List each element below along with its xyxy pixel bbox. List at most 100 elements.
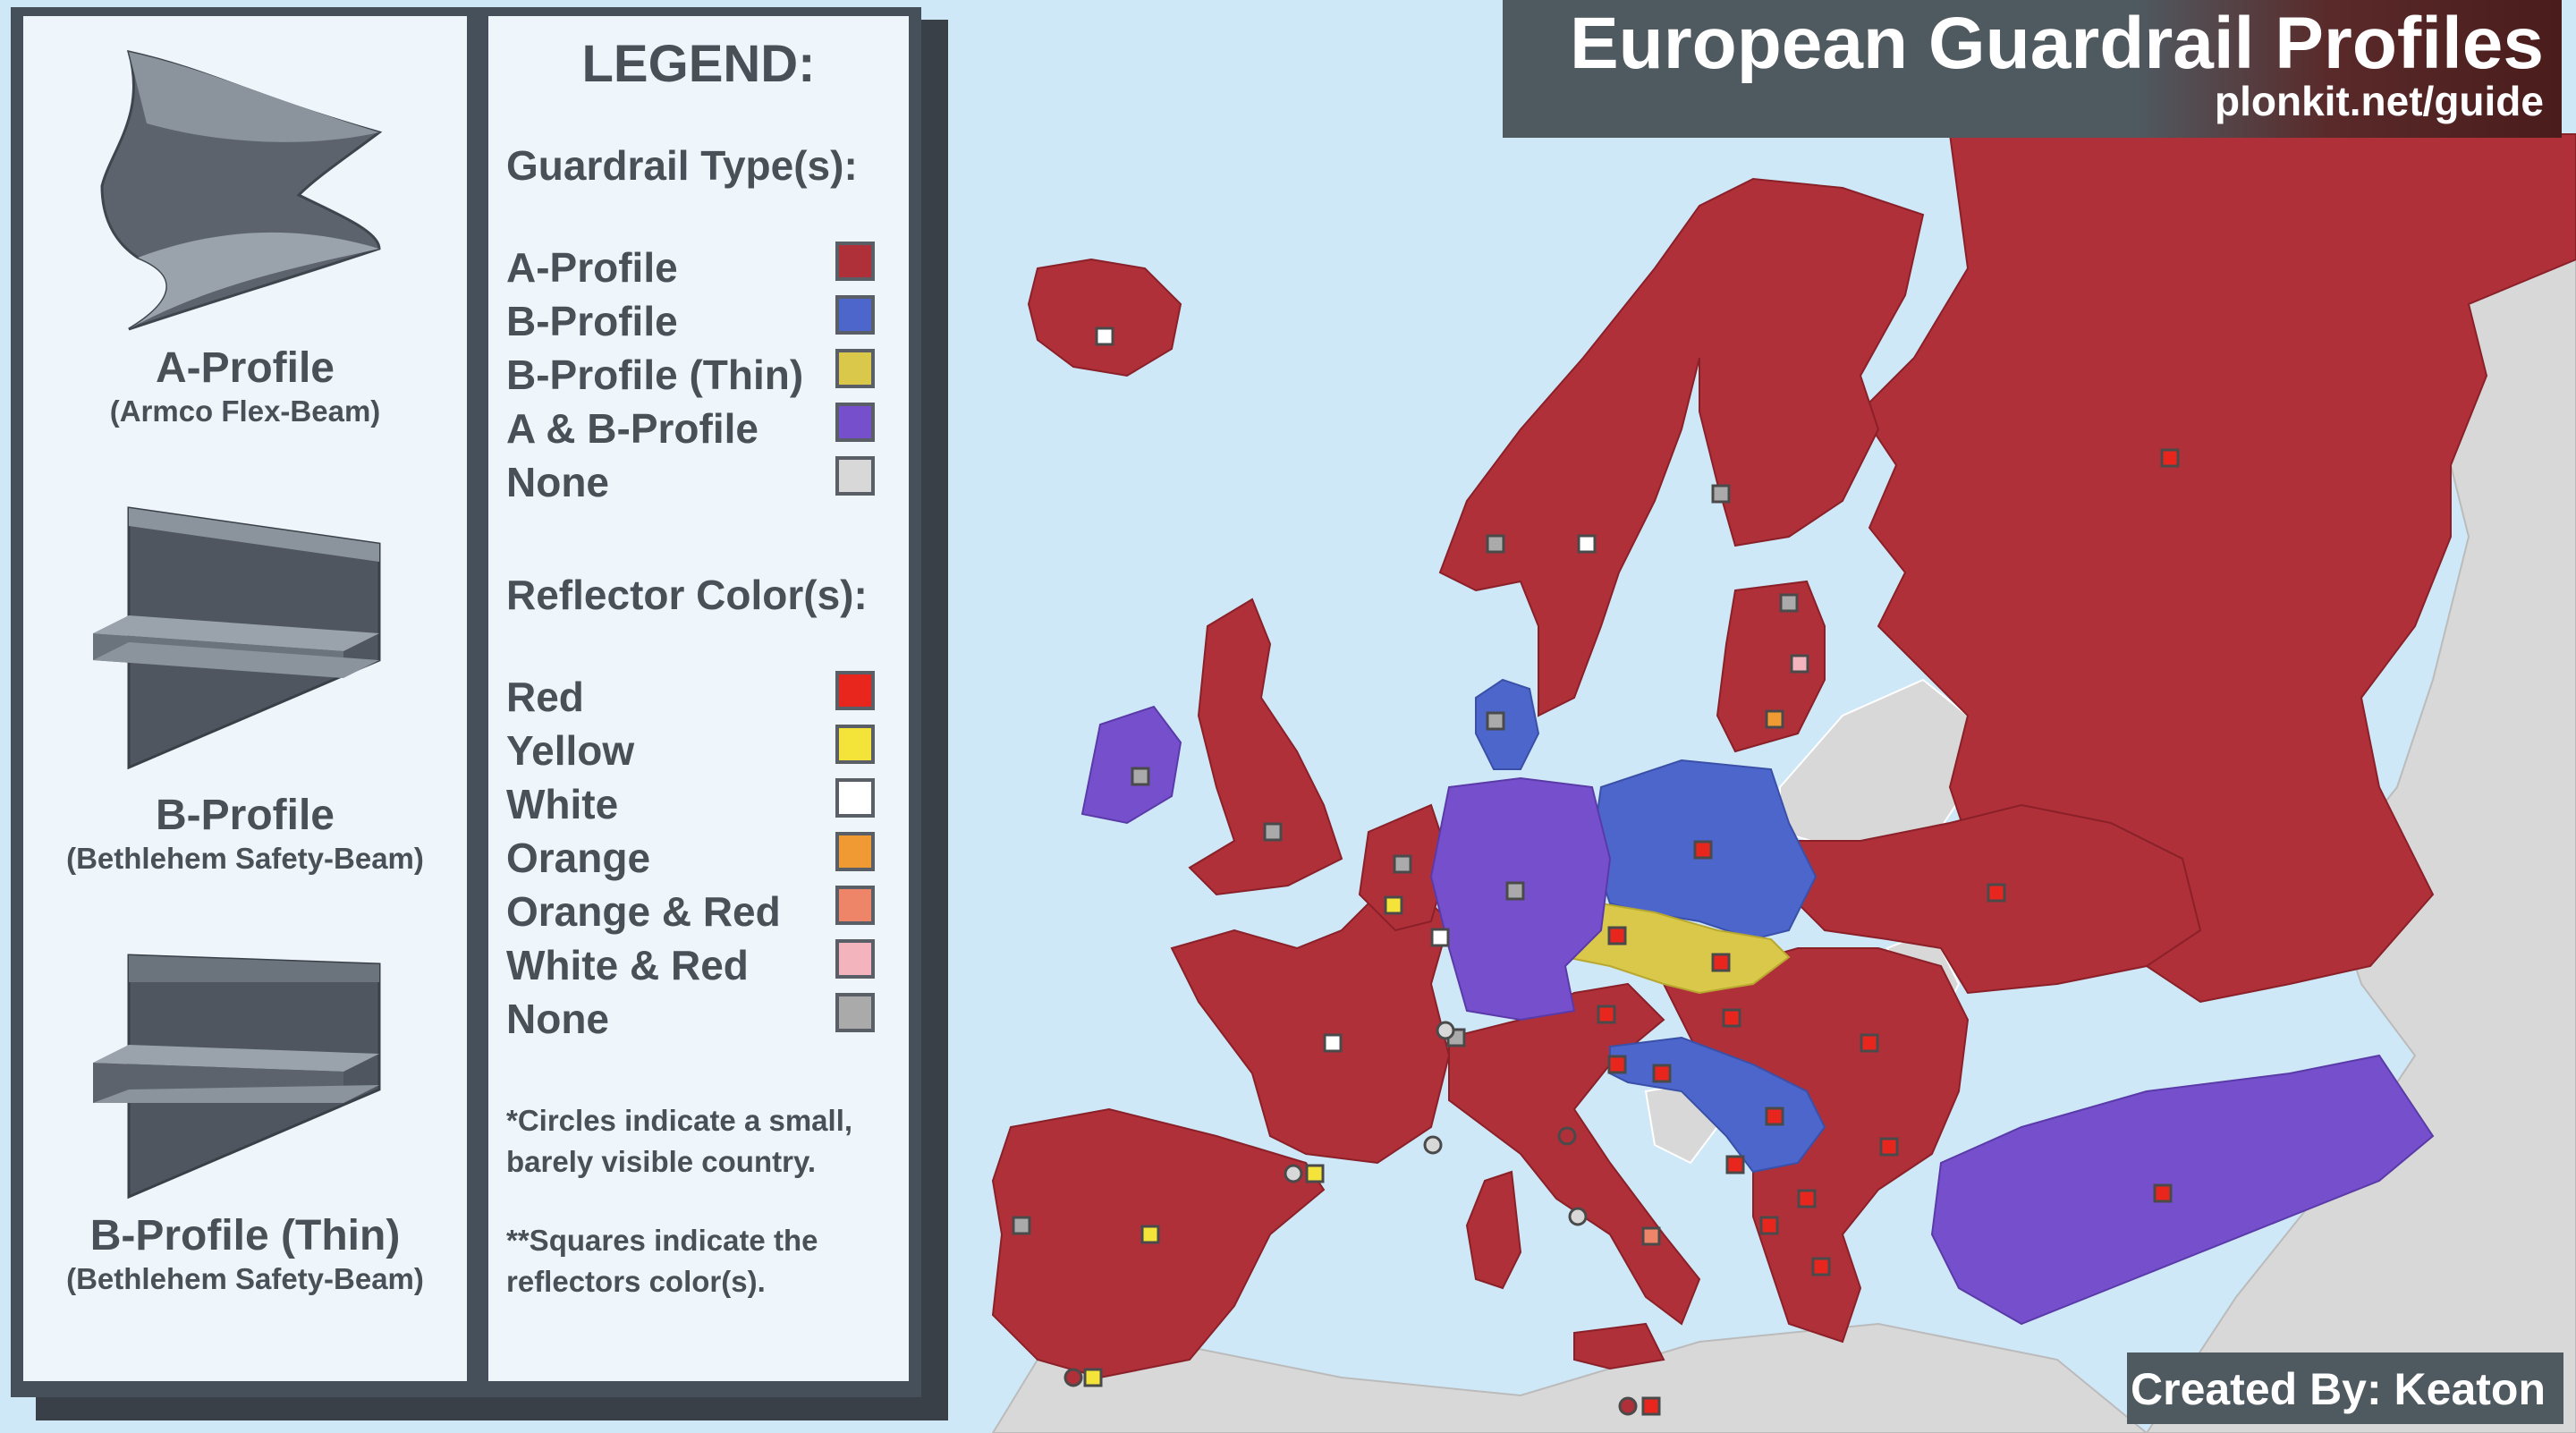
land-czechia-slovakia [1555, 902, 1791, 995]
reflector-marker-malta [1641, 1396, 1661, 1416]
legend-type-swatch [835, 242, 875, 281]
profile-b-name: B-Profile [155, 792, 335, 839]
legend-type-item: None [506, 454, 900, 508]
legend-reflector-label: Orange [506, 835, 651, 881]
legend-type-swatch [835, 456, 875, 496]
land-sicily [1573, 1322, 1665, 1370]
legend-reflector-item: Orange [506, 830, 900, 884]
legend-type-label: B-Profile [506, 298, 678, 344]
reflector-marker-romania [1860, 1033, 1879, 1053]
legend-reflector-swatch [835, 993, 875, 1032]
reflector-marker-netherlands [1393, 854, 1412, 874]
reflector-marker-ukraine [1987, 883, 2006, 903]
land-denmark [1475, 678, 1540, 770]
title-box: European Guardrail Profiles plonkit.net/… [1503, 0, 2562, 138]
reflector-marker-estonia [1779, 593, 1799, 613]
legend-panel: LEGEND: Guardrail Type(s): A-Profile B-Pr… [488, 16, 909, 1381]
land-baltics [1716, 580, 1826, 753]
land-italy-swiss-austria [1448, 982, 1701, 1326]
reflector-marker-latvia [1790, 654, 1809, 674]
reflector-marker-slovenia [1607, 1055, 1627, 1074]
reflector-marker-bulgaria [1879, 1137, 1899, 1157]
small-country-circle [1423, 1135, 1443, 1155]
profile-b-thin: B-Profile (Thin) (Bethlehem Safety-Beam) [23, 946, 467, 1296]
land-sardinia-corsica [1465, 1170, 1522, 1290]
land-france [1170, 884, 1451, 1165]
small-country-circle [1063, 1368, 1083, 1387]
legend-reflector-swatch [835, 671, 875, 710]
b-profile-thin-image [93, 954, 381, 1200]
legend-reflector-item: White & Red [506, 937, 900, 991]
legend-title: LEGEND: [581, 35, 816, 93]
reflector-marker-finland [1711, 484, 1731, 504]
legend-type-label: B-Profile (Thin) [506, 352, 804, 398]
legend-reflector-label: None [506, 996, 609, 1042]
credit-text: Created By: Keaton [2131, 1364, 2546, 1414]
reflector-marker-luxembourg [1430, 928, 1450, 947]
land-ireland [1080, 705, 1182, 825]
reflector-marker-belgium [1384, 895, 1403, 915]
profile-b-sub: (Bethlehem Safety-Beam) [66, 842, 424, 875]
small-country-circle [1568, 1207, 1588, 1226]
small-country-circle [1618, 1396, 1638, 1416]
reflector-marker-portugal [1012, 1216, 1031, 1235]
reflector-marker-hungary [1722, 1008, 1741, 1028]
land-uk [1188, 598, 1343, 896]
legend-note-squares: **Squares indicate the reflectors color(… [506, 1224, 818, 1298]
legend-reflector-label: Yellow [506, 727, 635, 774]
reflector-marker-andorra [1305, 1164, 1325, 1183]
small-country-circle [1436, 1021, 1455, 1040]
credit-box: Created By: Keaton [2127, 1352, 2563, 1424]
legend-type-heading: Guardrail Type(s): [506, 142, 858, 189]
legend-reflector-item: Yellow [506, 723, 900, 776]
reflector-marker-montenegro [1725, 1155, 1745, 1174]
profile-a: A-Profile (Armco Flex-Beam) [23, 43, 467, 428]
legend-type-swatch [835, 403, 875, 442]
reflector-marker-gibraltar [1083, 1368, 1103, 1387]
reflector-marker-croatia [1652, 1064, 1672, 1083]
a-profile-image [100, 49, 383, 331]
legend-note-circles: *Circles indicate a small, barely visibl… [506, 1104, 853, 1178]
profile-b-thin-name: B-Profile (Thin) [89, 1212, 401, 1259]
legend-reflector-swatch [835, 778, 875, 818]
reflector-marker-serbia [1765, 1107, 1784, 1126]
reflector-marker-slovakia [1711, 953, 1731, 972]
profile-b: B-Profile (Bethlehem Safety-Beam) [23, 499, 467, 876]
reflector-marker-czechia [1607, 926, 1627, 945]
land-scandinavia [1438, 177, 1925, 717]
legend-reflector-list: Red Yellow White Orange Orange & Red White & … [506, 669, 900, 1045]
legend-reflector-item: Red [506, 669, 900, 723]
reflector-markers [1012, 326, 2180, 1416]
land-east-grey [2145, 222, 2576, 1433]
legend-type-list: A-Profile B-Profile B-Profile (Thin) A & B-… [506, 240, 900, 508]
reflector-marker-france [1323, 1033, 1343, 1053]
legend-reflector-heading: Reflector Color(s): [506, 572, 868, 618]
reflector-marker-united-kingdom [1263, 822, 1283, 842]
legend-reflector-label: White [506, 781, 619, 827]
legend-reflector-label: Red [506, 674, 584, 720]
small-country-circle [1557, 1126, 1577, 1146]
legend-type-item: B-Profile (Thin) [506, 347, 900, 401]
reflector-marker-austria [1597, 1005, 1616, 1024]
reflector-marker-denmark [1486, 711, 1505, 731]
legend-type-label: A & B-Profile [506, 405, 758, 452]
legend-type-item: B-Profile [506, 293, 900, 347]
reflector-marker-russia [2160, 448, 2180, 468]
reflector-marker-spain [1140, 1225, 1160, 1244]
legend-reflector-swatch [835, 725, 875, 764]
reflector-marker-greece [1811, 1257, 1831, 1276]
legend-reflector-item: None [506, 991, 900, 1045]
profile-b-thin-sub: (Bethlehem Safety-Beam) [66, 1262, 424, 1295]
reflector-marker-norway [1486, 534, 1505, 554]
reflector-marker-albania [1759, 1216, 1779, 1235]
small-country-circle [1284, 1164, 1303, 1183]
reflector-marker-sweden [1577, 534, 1597, 554]
reflector-marker-ireland [1131, 767, 1150, 786]
reflector-marker-germany [1505, 881, 1525, 901]
legend-reflector-swatch [835, 886, 875, 925]
legend-reflector-item: White [506, 776, 900, 830]
legend-type-swatch [835, 349, 875, 388]
reflector-marker-poland [1693, 840, 1713, 860]
reflector-marker-iceland [1095, 326, 1114, 346]
reflector-marker-north-macedonia [1797, 1189, 1817, 1208]
